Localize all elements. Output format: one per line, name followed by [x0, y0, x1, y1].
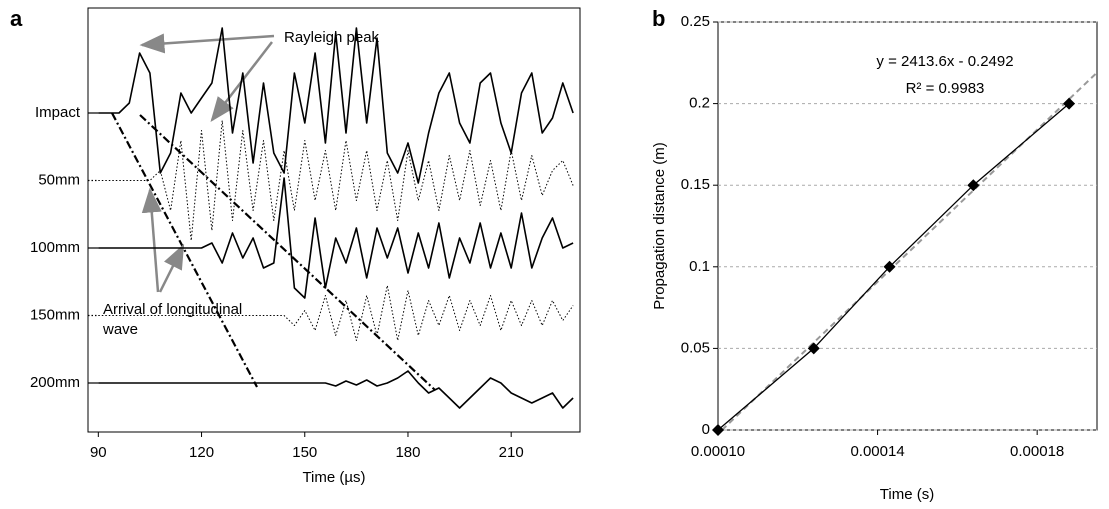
equation: y = 2413.6x - 0.2492: [876, 53, 1013, 70]
plot-frame: [87, 7, 581, 433]
arrow: [139, 33, 275, 54]
annotation: Arrival of longitudinal wave: [103, 301, 243, 338]
arrival-line: [139, 114, 436, 391]
x-tick-label: 120: [189, 444, 214, 461]
waveform: [98, 120, 574, 241]
point: [967, 179, 980, 192]
y-tick-label: 0.25: [681, 13, 710, 30]
x-tick-label: 210: [499, 444, 524, 461]
x-tick-label: 150: [292, 444, 317, 461]
point: [807, 342, 820, 355]
y-tick-label: 0.05: [681, 339, 710, 356]
arrow: [158, 243, 185, 293]
y-tick-label: 0.15: [681, 176, 710, 193]
x-tick-label: 90: [90, 444, 107, 461]
series-label: 200mm: [30, 374, 80, 391]
panel-label: a: [10, 6, 23, 31]
point: [712, 424, 724, 436]
y-axis-label: Propagation distance (m): [651, 142, 668, 310]
point: [883, 260, 896, 273]
annotation: Rayleigh peak: [284, 29, 380, 46]
waveform: [98, 27, 574, 184]
x-axis-label: Time (µs): [302, 469, 365, 486]
arrow: [141, 187, 162, 293]
y-tick-label: 0.2: [689, 95, 710, 112]
series-label: 150mm: [30, 306, 80, 323]
x-tick-label: 0.00010: [691, 443, 745, 460]
x-tick-label: 0.00018: [1010, 443, 1064, 460]
series-label: 50mm: [38, 171, 80, 188]
x-axis-label: Time (s): [880, 486, 934, 503]
arrival-line: [111, 112, 258, 388]
r-squared: R² = 0.9983: [906, 80, 985, 97]
x-tick-label: 180: [395, 444, 420, 461]
x-tick-label: 0.00014: [850, 443, 904, 460]
trendline: [721, 71, 1097, 430]
waveform: [98, 177, 574, 299]
waveform: [98, 370, 574, 409]
series-label: Impact: [35, 104, 81, 121]
series-label: 100mm: [30, 239, 80, 256]
y-tick-label: 0.1: [689, 258, 710, 275]
waveform: [98, 285, 574, 341]
point: [1063, 97, 1076, 110]
y-tick-label: 0: [702, 421, 710, 438]
panel-label: b: [652, 6, 665, 31]
plot-frame: [717, 21, 1098, 431]
